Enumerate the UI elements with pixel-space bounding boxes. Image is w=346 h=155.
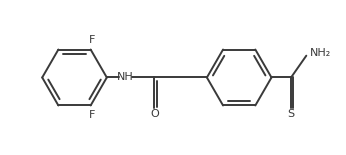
Text: S: S [288,109,294,119]
Text: NH: NH [117,73,134,82]
Text: NH₂: NH₂ [310,48,331,58]
Text: O: O [150,108,159,119]
Text: F: F [89,35,95,46]
Text: F: F [89,109,95,120]
